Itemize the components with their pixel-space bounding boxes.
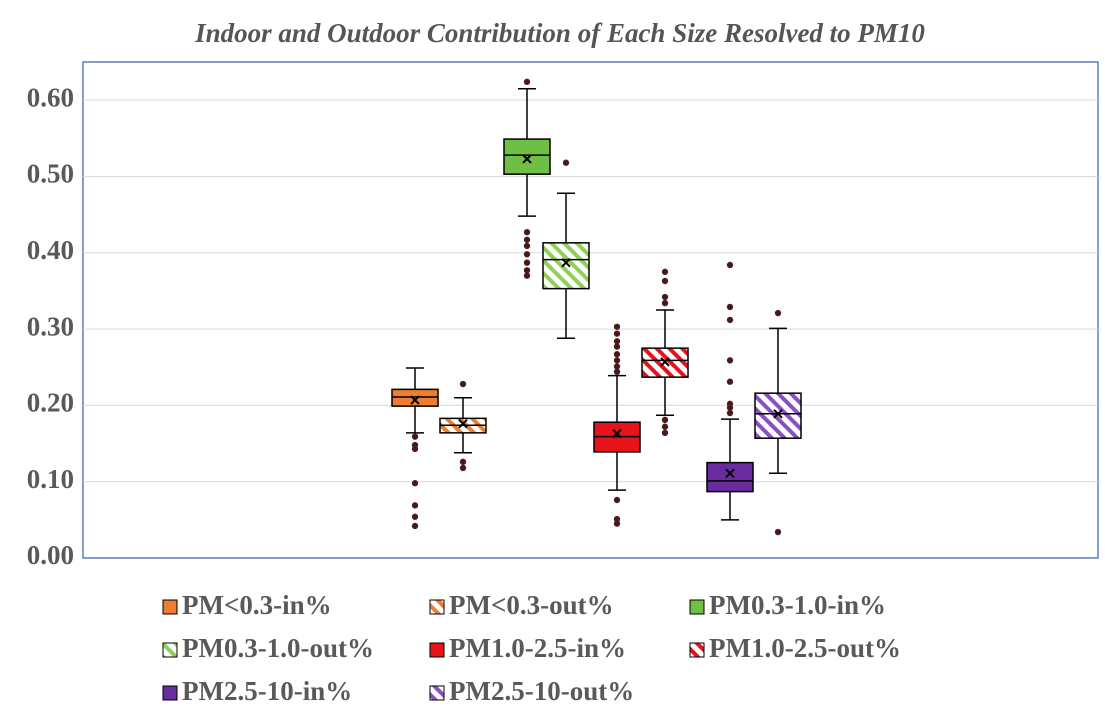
legend-swatch (162, 685, 178, 701)
outlier (523, 251, 531, 258)
legend-swatch (689, 642, 705, 658)
mean-marker (522, 154, 532, 164)
outlier (726, 404, 734, 411)
outlier (613, 363, 621, 370)
y-tick-label: 0.20 (27, 388, 74, 418)
outlier (523, 236, 531, 243)
outlier (411, 513, 419, 520)
y-tick-label: 0.60 (27, 82, 74, 112)
outlier (411, 480, 419, 487)
y-tick-label: 0.10 (27, 464, 74, 494)
outlier (523, 78, 531, 86)
outlier (613, 338, 621, 345)
outlier (523, 267, 531, 274)
mean-marker (660, 357, 670, 367)
box (503, 138, 551, 175)
outlier (411, 433, 419, 440)
mean-marker (773, 409, 783, 419)
legend-label: PM1.0-2.5-in% (449, 633, 626, 663)
outlier (661, 268, 669, 276)
legend-swatch (429, 642, 445, 658)
outlier (726, 378, 734, 385)
outlier (774, 528, 782, 536)
box (391, 388, 439, 407)
outlier (661, 299, 669, 307)
outlier (613, 520, 621, 527)
box (706, 461, 754, 493)
outlier (726, 357, 734, 364)
outlier (613, 351, 621, 358)
outlier (523, 259, 531, 266)
outlier (523, 228, 531, 236)
outlier (726, 409, 734, 417)
outlier (613, 357, 621, 364)
legend-swatch (429, 685, 445, 701)
legend-label: PM0.3-1.0-in% (709, 590, 886, 620)
outlier (726, 261, 734, 269)
legend-label: PM2.5-10-in% (182, 676, 352, 706)
legend-swatch (429, 599, 445, 615)
outlier (459, 380, 467, 388)
y-tick-label: 0.50 (27, 159, 74, 189)
legend-swatch (162, 642, 178, 658)
outlier (613, 496, 621, 504)
outlier (726, 303, 734, 311)
outlier (726, 316, 734, 324)
legend-label: PM1.0-2.5-out% (709, 633, 901, 663)
outlier (661, 293, 669, 301)
outlier (613, 323, 621, 330)
mean-marker (725, 468, 735, 479)
plot-area (82, 61, 1099, 559)
outlier (613, 330, 621, 337)
outlier (774, 309, 782, 317)
mean-marker (561, 257, 571, 268)
outlier (459, 464, 467, 472)
outlier (523, 242, 531, 250)
outlier (523, 272, 531, 279)
outlier (459, 458, 467, 466)
legend-label: PM<0.3-out% (449, 590, 614, 620)
mean-marker (410, 395, 420, 405)
outlier (411, 445, 419, 453)
chart-title: Indoor and Outdoor Contribution of Each … (194, 18, 925, 48)
y-tick-label: 0.40 (27, 235, 74, 265)
mean-marker (612, 428, 622, 439)
legend-label: PM2.5-10-out% (449, 676, 634, 706)
outlier (661, 416, 669, 424)
y-tick-label: 0.30 (27, 311, 74, 341)
outlier (661, 429, 669, 437)
box (754, 392, 802, 439)
mean-marker (458, 418, 468, 429)
outlier (661, 277, 669, 285)
legend-swatch (689, 599, 705, 615)
legend-label: PM0.3-1.0-out% (182, 633, 374, 663)
legend-label: PM<0.3-in% (182, 590, 332, 620)
outlier (613, 368, 621, 376)
legend-swatch (162, 599, 178, 615)
box (542, 242, 590, 290)
outlier (411, 502, 419, 509)
outlier (411, 522, 419, 530)
outlier (562, 159, 570, 166)
outlier (613, 343, 621, 350)
y-tick-label: 0.00 (27, 540, 74, 570)
outlier (661, 423, 669, 430)
